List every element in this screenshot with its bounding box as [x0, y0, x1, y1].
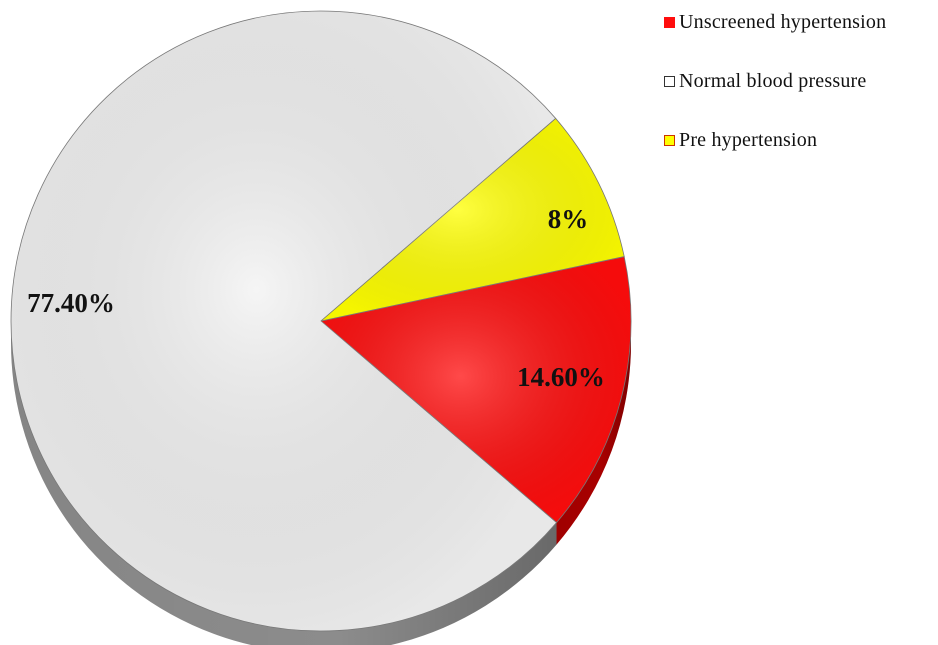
legend-label: Pre hypertension: [679, 128, 818, 151]
pie-label-normal-blood-pressure: 77.40%: [27, 288, 115, 318]
legend-swatch: [664, 134, 675, 146]
legend-swatch: [664, 16, 675, 28]
legend: Unscreened hypertension Normal blood pre…: [664, 10, 936, 187]
pie-label-pre-hypertension: 8%: [548, 204, 589, 234]
legend-item-normal-blood-pressure: Normal blood pressure: [664, 69, 936, 93]
pie-label-unscreened-hypertension: 14.60%: [517, 362, 605, 392]
legend-swatch: [664, 75, 675, 87]
legend-label: Unscreened hypertension: [679, 10, 887, 33]
pie-depth: [11, 321, 631, 645]
legend-item-pre-hypertension: Pre hypertension: [664, 128, 936, 152]
pie-labels: 14.60% 77.40% 8%: [27, 204, 605, 392]
pie-side-shade-unscreened-hypertension: [556, 321, 631, 545]
legend-item-unscreened-hypertension: Unscreened hypertension: [664, 10, 936, 34]
pie-slice-shade-normal-blood-pressure: [10, 10, 557, 632]
pie-slice-shade-pre-hypertension: [321, 118, 625, 322]
pie-slices: [10, 10, 632, 632]
legend-label: Normal blood pressure: [679, 69, 867, 92]
pie-slice-shade-unscreened-hypertension: [321, 256, 632, 523]
